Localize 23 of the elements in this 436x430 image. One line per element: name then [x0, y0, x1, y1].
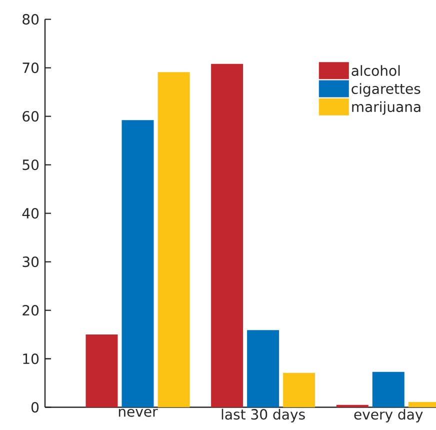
legend-label: alcohol: [352, 65, 400, 76]
y-tick-label: 80: [22, 14, 39, 25]
y-tick-label: 40: [22, 208, 39, 219]
y-tick-label: 20: [22, 304, 39, 316]
x-tick-label: every day: [354, 408, 423, 422]
y-tick-label: 10: [23, 353, 39, 364]
x-tick-label: last 30 days: [222, 408, 305, 422]
bar: [372, 372, 404, 408]
y-tick-label: 50: [22, 159, 39, 170]
x-tick-label: never: [118, 408, 158, 417]
y-tick-label: 60: [22, 110, 39, 122]
legend-label: cigarettes: [352, 83, 420, 97]
bar: [211, 64, 244, 408]
bar: [86, 334, 118, 408]
bar: [122, 120, 154, 408]
y-tick-label: 30: [22, 256, 39, 268]
bar: [336, 404, 368, 408]
bar: [283, 372, 316, 408]
legend-label: marijuana: [352, 101, 420, 115]
bar: [158, 72, 190, 408]
bar: [247, 330, 280, 408]
y-tick-label: 70: [22, 62, 39, 74]
y-tick-label: 0: [31, 402, 39, 413]
